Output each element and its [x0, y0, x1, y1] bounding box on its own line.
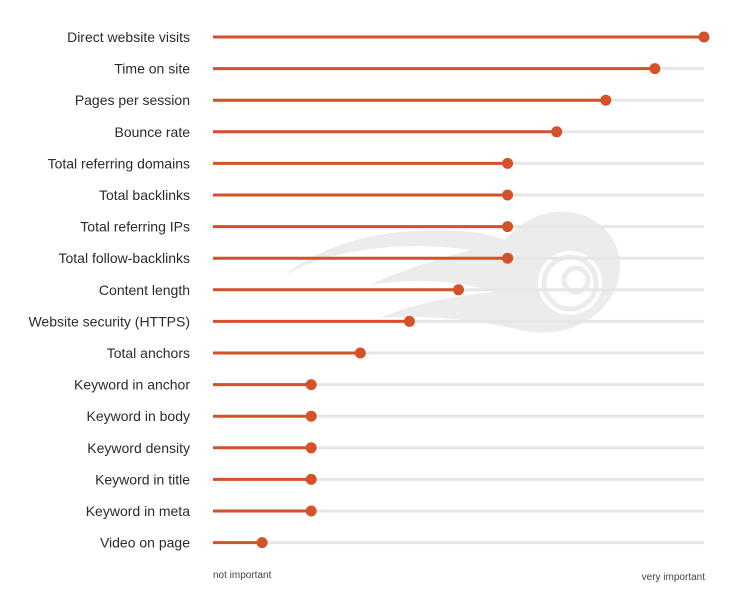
value-dot [354, 347, 366, 359]
category-label: Total referring IPs [80, 219, 190, 235]
chart-row: Keyword in title [95, 471, 704, 487]
value-dot [305, 410, 317, 422]
value-dot [305, 379, 317, 391]
category-label: Pages per session [75, 92, 190, 108]
value-dot [403, 315, 415, 327]
value-dot [305, 505, 317, 517]
value-dot [502, 221, 514, 233]
chart-rows: Direct website visits Time on site Pages p… [28, 29, 710, 551]
axis-max-label: very important [642, 572, 706, 583]
value-dot [502, 157, 514, 169]
chart-row: Total anchors [107, 345, 704, 361]
category-label: Direct website visits [67, 29, 190, 45]
category-label: Total referring domains [48, 155, 190, 171]
category-label: Video on page [100, 535, 190, 551]
category-label: Total anchors [107, 345, 190, 361]
chart-row: Keyword in anchor [74, 377, 704, 393]
chart-row: Keyword density [87, 440, 704, 456]
chart-row: Bounce rate [115, 124, 704, 140]
chart-row: Total referring IPs [80, 219, 704, 235]
chart-row: Total backlinks [99, 187, 704, 203]
chart-row: Direct website visits [67, 29, 710, 45]
value-dot [453, 284, 464, 296]
chart-row: Website security (HTTPS) [28, 313, 704, 329]
category-label: Keyword in body [86, 408, 190, 424]
category-label: Website security (HTTPS) [28, 313, 190, 329]
category-label: Keyword in anchor [74, 377, 190, 393]
chart-row: Time on site [114, 61, 704, 77]
chart-row: Pages per session [75, 92, 704, 108]
value-dot [649, 63, 661, 75]
chart-row: Video on page [100, 535, 704, 551]
chart-row: Content length [99, 282, 704, 298]
chart-row: Keyword in meta [86, 503, 704, 519]
category-label: Time on site [114, 61, 190, 77]
value-dot [305, 473, 317, 485]
category-label: Total follow-backlinks [59, 250, 191, 266]
chart-row: Total referring domains [48, 155, 704, 171]
value-dot [600, 94, 612, 106]
semrush-watermark-logo [285, 211, 621, 333]
category-label: Content length [99, 282, 190, 298]
axis-min-label: not important [213, 570, 272, 581]
value-dot [256, 537, 268, 549]
value-dot [502, 252, 514, 264]
category-label: Keyword in title [95, 471, 190, 487]
value-dot [305, 442, 317, 454]
category-label: Bounce rate [115, 124, 191, 140]
category-label: Total backlinks [99, 187, 190, 203]
chart-row: Total follow-backlinks [59, 250, 704, 266]
category-label: Keyword density [87, 440, 190, 456]
chart-row: Keyword in body [86, 408, 704, 424]
value-dot [502, 189, 514, 201]
value-dot [698, 31, 710, 43]
value-dot [551, 126, 563, 138]
category-label: Keyword in meta [86, 503, 190, 519]
